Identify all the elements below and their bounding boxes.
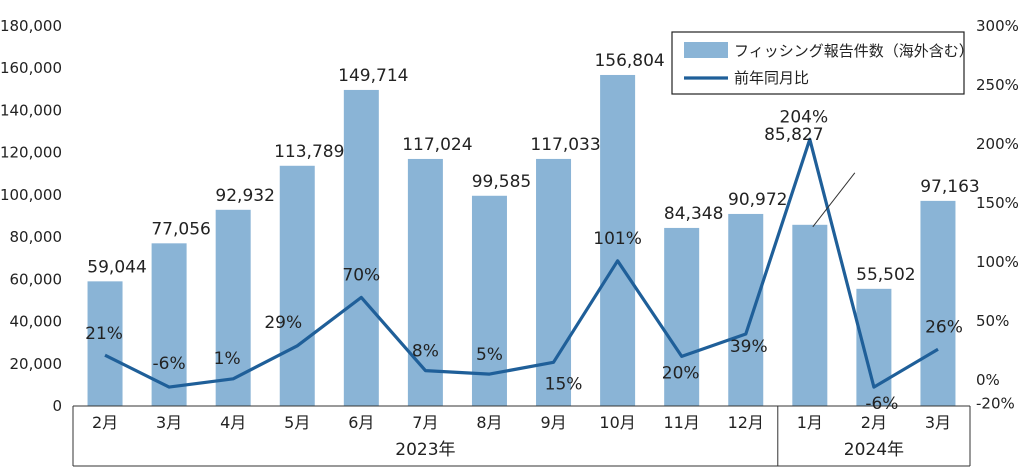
bar: [151, 243, 187, 406]
legend-bar-swatch: [684, 42, 728, 58]
line-value-label: 1%: [214, 349, 241, 369]
bar: [600, 74, 636, 406]
bar-value-label: 99,585: [472, 172, 531, 192]
line-value-label: -6%: [153, 354, 186, 374]
line-value-label: 15%: [545, 374, 583, 394]
bar-value-label: 117,024: [402, 135, 472, 155]
category-label: 6月: [348, 413, 374, 432]
category-label: 4月: [220, 413, 246, 432]
line-value-label: 70%: [342, 265, 380, 285]
bar-value-label: 117,033: [530, 135, 600, 155]
y-left-tick-label: 0: [52, 397, 62, 415]
bar-value-label: 97,163: [920, 177, 979, 197]
category-label: 9月: [540, 413, 566, 432]
category-label: 12月: [728, 413, 764, 432]
line-value-label: 5%: [476, 345, 503, 365]
bar-value-label: 59,044: [87, 257, 146, 277]
bar-label-leader-line: [812, 172, 856, 228]
category-label: 5月: [284, 413, 310, 432]
y-left-tick-label: 120,000: [0, 144, 62, 162]
legend-bar-label: フィッシング報告件数（海外含む）: [734, 42, 974, 60]
category-label: 8月: [476, 413, 502, 432]
bar-value-label: 90,972: [728, 190, 787, 210]
line-value-label: 8%: [412, 342, 439, 362]
bar: [728, 213, 764, 406]
bar: [279, 165, 315, 406]
line-value-label: 39%: [730, 337, 768, 357]
line-value-label: 101%: [593, 229, 642, 249]
y-left-tick-label: 80,000: [10, 228, 63, 246]
y-left-tick-label: 40,000: [10, 313, 63, 331]
line-value-label: 21%: [85, 324, 123, 344]
bar: [664, 227, 700, 406]
group-label: 2023年: [395, 440, 455, 460]
y-right-tick-label: 100%: [976, 253, 1019, 271]
line-value-label: 26%: [925, 317, 963, 337]
y-right-tick-label: 200%: [976, 135, 1019, 153]
line-value-label: 204%: [780, 107, 829, 127]
y-right-tick-label: 150%: [976, 194, 1019, 212]
bar-value-label: 85,827: [764, 125, 823, 145]
bar: [536, 158, 572, 406]
bar-value-label: 92,932: [215, 186, 274, 206]
bar: [792, 224, 828, 406]
category-label: 11月: [663, 413, 699, 432]
bar-value-label: 55,502: [856, 265, 915, 285]
y-right-tick-label: 300%: [976, 17, 1019, 35]
bar: [215, 209, 251, 406]
category-label: 7月: [412, 413, 438, 432]
line-value-label: 29%: [264, 313, 302, 333]
y-left-tick-label: 60,000: [10, 270, 63, 288]
y-right-tick-label: -20%: [976, 395, 1015, 413]
y-right-tick-label: 50%: [976, 312, 1009, 330]
bar-value-label: 84,348: [664, 204, 723, 224]
bar: [343, 89, 379, 407]
y-left-tick-label: 160,000: [0, 59, 62, 77]
y-left-tick-label: 100,000: [0, 186, 62, 204]
bar: [407, 158, 443, 406]
yoy-line: [104, 137, 939, 389]
category-label: 3月: [156, 413, 182, 432]
category-label: 10月: [599, 413, 635, 432]
bar-value-label: 156,804: [594, 51, 664, 71]
y-left-tick-label: 20,000: [10, 355, 63, 373]
category-label: 3月: [925, 413, 951, 432]
category-label: 2月: [92, 413, 118, 432]
group-label: 2024年: [844, 440, 904, 460]
y-left-tick-label: 180,000: [0, 17, 62, 35]
y-right-tick-label: 0%: [976, 371, 1000, 389]
bar-value-label: 77,056: [151, 219, 210, 239]
line-value-label: 20%: [662, 363, 700, 383]
category-label: 1月: [797, 413, 823, 432]
bar: [920, 200, 956, 406]
category-label: 2月: [861, 413, 887, 432]
bar: [87, 281, 123, 406]
bar-value-label: 113,789: [274, 142, 344, 162]
y-right-tick-label: 250%: [976, 76, 1019, 94]
bar-value-label: 149,714: [338, 66, 408, 86]
y-left-tick-label: 140,000: [0, 101, 62, 119]
line-value-label: -6%: [865, 394, 898, 414]
legend-line-label: 前年同月比: [734, 69, 809, 87]
